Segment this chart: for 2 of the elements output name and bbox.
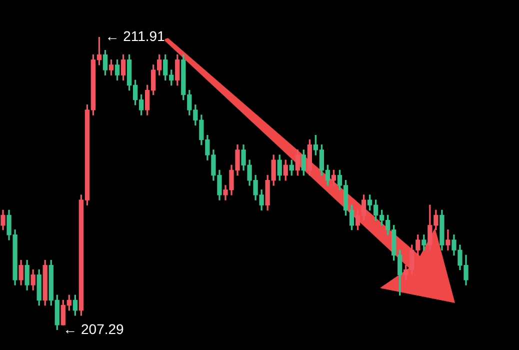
annotation: ← 211.91 [105, 28, 166, 44]
annotation: ← 207.29 [63, 320, 124, 337]
